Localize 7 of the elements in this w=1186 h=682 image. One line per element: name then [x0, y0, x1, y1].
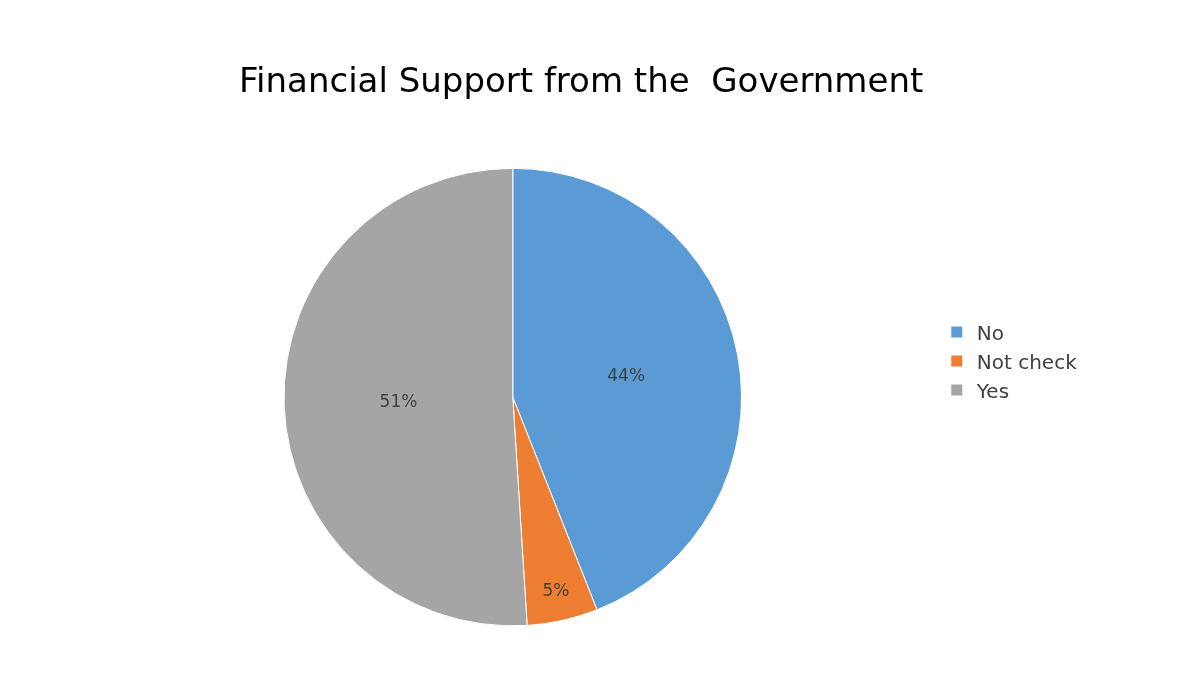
chart-title: Financial Support from the Government	[238, 60, 924, 100]
data-label: 44%	[607, 365, 646, 386]
data-label: 51%	[379, 390, 418, 411]
data-label: 5%	[542, 580, 570, 601]
legend-label: Yes	[975, 378, 1010, 403]
legend-label: Not check	[976, 349, 1078, 374]
legend-label: No	[976, 320, 1004, 345]
